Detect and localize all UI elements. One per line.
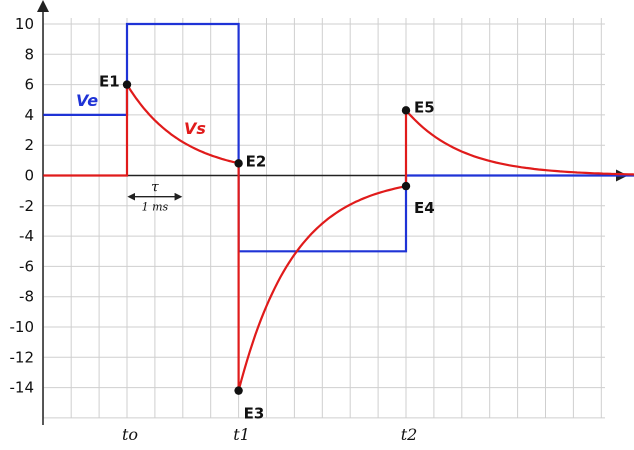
point-label-e1: E1 [99,73,120,91]
y-tick-label: -2 [19,197,34,215]
y-tick-label: -8 [19,288,34,306]
y-tick-label: 8 [24,45,34,63]
tau-symbol: τ [151,180,159,196]
series-label-vs: Vs [184,119,206,138]
series-line-vs [43,80,634,391]
point-label-e3: E3 [244,405,265,423]
point-label-e2: E2 [246,152,267,170]
point-marker-e5 [401,106,411,115]
y-tick-label: 0 [24,167,34,185]
y-tick-label: 2 [24,136,34,154]
point-label-e4: E4 [414,199,435,217]
y-tick-label: 6 [24,76,34,94]
y-tick-label: -10 [10,318,35,336]
tau-duration-label: 1 ms [142,201,169,214]
x-tick-label: t1 [233,425,250,444]
y-tick-label: -14 [10,379,35,397]
point-label-e5: E5 [414,98,435,116]
y-tick-label: 4 [24,106,34,124]
y-tick-label: -6 [19,257,34,275]
point-marker-e4 [401,181,411,191]
y-tick-label: 10 [15,15,34,33]
point-marker-e2 [234,159,243,168]
point-marker-e3 [234,386,243,395]
series-label-ve: Ve [76,91,98,110]
y-tick-label: -12 [10,348,35,366]
y-tick-label: -4 [19,227,34,245]
series [43,22,634,395]
x-tick-label: to [122,425,138,444]
point-marker-e1 [122,80,132,89]
x-tick-label: t2 [401,425,418,444]
labels: 10 8 6 4 2 0 -2 -4 -6 -8 -10 -12 -14 to t1 t2 Ve Vs E1 E2 E3… [10,15,435,444]
